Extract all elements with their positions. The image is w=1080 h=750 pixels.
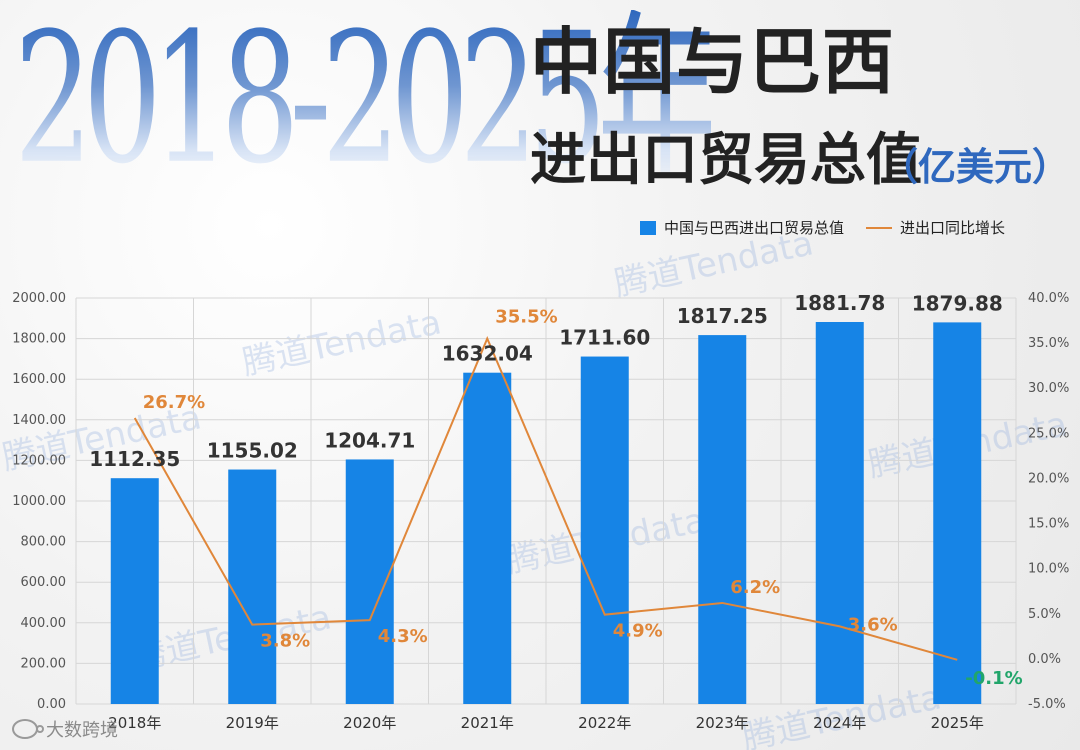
bar — [463, 372, 512, 704]
bar — [228, 469, 277, 704]
y-axis-left-tick-label: 1200.00 — [12, 453, 66, 468]
chart-title-main: 中国与巴西 — [530, 19, 896, 104]
bar — [933, 322, 982, 704]
y-axis-right-tick-label: 5.0% — [1028, 607, 1061, 622]
brand-mark: 大数跨境 — [12, 716, 118, 742]
bar-data-label: 1112.35 — [89, 447, 180, 471]
y-axis-right-tick-label: 10.0% — [1028, 562, 1069, 577]
y-axis-right-tick-label: 35.0% — [1028, 336, 1069, 351]
legend-line-label: 进出口同比增长 — [900, 219, 1006, 237]
y-axis-right-tick-label: 30.0% — [1028, 381, 1069, 396]
y-axis-right-tick-label: 40.0% — [1028, 291, 1069, 306]
growth-line — [133, 336, 958, 661]
y-axis-right-tick-label: 0.0% — [1028, 652, 1061, 667]
bar-data-label: 1881.78 — [794, 291, 885, 315]
y-axis-right-tick-label: 15.0% — [1028, 517, 1069, 532]
bar-data-label: 1155.02 — [207, 439, 298, 463]
legend-line-swatch — [866, 226, 893, 229]
y-axis-left-tick-label: 1000.00 — [12, 494, 66, 509]
x-axis-category-label: 2024年 — [813, 714, 866, 732]
line-data-label: 6.2% — [730, 577, 780, 598]
y-axis-left-tick-label: 1800.00 — [12, 332, 66, 347]
line-data-label: 3.6% — [848, 614, 898, 635]
bar-data-label: 1204.71 — [324, 428, 415, 452]
line-data-label: 4.9% — [613, 621, 663, 642]
bar-data-label: 1817.25 — [677, 304, 768, 328]
line-data-label: 26.7% — [143, 392, 205, 413]
bar-data-label: 1711.60 — [559, 326, 650, 350]
y-axis-left-tick-label: 2000.00 — [12, 291, 66, 306]
legend-item-line: 进出口同比增长 — [866, 217, 1005, 238]
y-axis-left-tick-label: 200.00 — [21, 656, 67, 671]
y-axis-left-tick-label: 400.00 — [21, 616, 67, 631]
bar-data-label: 1632.04 — [442, 342, 533, 366]
x-axis-category-label: 2021年 — [461, 714, 514, 732]
chat-logo-icon — [12, 719, 44, 739]
bar — [698, 335, 747, 704]
line-data-label: 3.8% — [260, 631, 310, 652]
x-axis-category-label: 2022年 — [578, 714, 631, 732]
y-axis-right-tick-label: -5.0% — [1028, 697, 1066, 712]
legend-bar-label: 中国与巴西进出口贸易总值 — [664, 219, 845, 237]
y-axis-left-tick-label: 800.00 — [21, 535, 67, 550]
bar-data-label: 1879.88 — [912, 291, 1003, 315]
x-axis-category-label: 2020年 — [343, 714, 396, 732]
y-axis-left-tick-label: 0.00 — [37, 697, 66, 712]
line-data-label: 4.3% — [378, 626, 428, 647]
y-axis-right-tick-label: 20.0% — [1028, 471, 1069, 486]
year-range-title: 2018-2025年 — [14, 0, 721, 205]
line-data-label: 35.5% — [495, 307, 557, 328]
legend-bar-swatch — [640, 220, 656, 235]
x-axis-category-label: 2018年 — [108, 714, 161, 732]
y-axis-left-tick-label: 1600.00 — [12, 372, 66, 387]
chart-legend: 中国与巴西进出口贸易总值 进出口同比增长 — [640, 217, 1005, 238]
y-axis-left-tick-label: 600.00 — [21, 575, 67, 590]
x-axis-category-label: 2019年 — [226, 714, 279, 732]
chart-title-sub: 进出口贸易总值 — [530, 127, 922, 193]
bar — [110, 478, 159, 704]
y-axis-right-tick-label: 25.0% — [1028, 426, 1069, 441]
x-axis-category-label: 2025年 — [931, 714, 984, 732]
line-data-label: -0.1% — [965, 668, 1022, 689]
chart-unit: （亿美元） — [880, 144, 1071, 189]
x-axis-category-label: 2023年 — [696, 714, 749, 732]
legend-item-bar: 中国与巴西进出口贸易总值 — [640, 217, 844, 238]
brand-label: 大数跨境 — [46, 720, 118, 741]
bar — [815, 321, 864, 704]
y-axis-left-tick-label: 1400.00 — [12, 413, 66, 428]
bar — [580, 356, 629, 704]
